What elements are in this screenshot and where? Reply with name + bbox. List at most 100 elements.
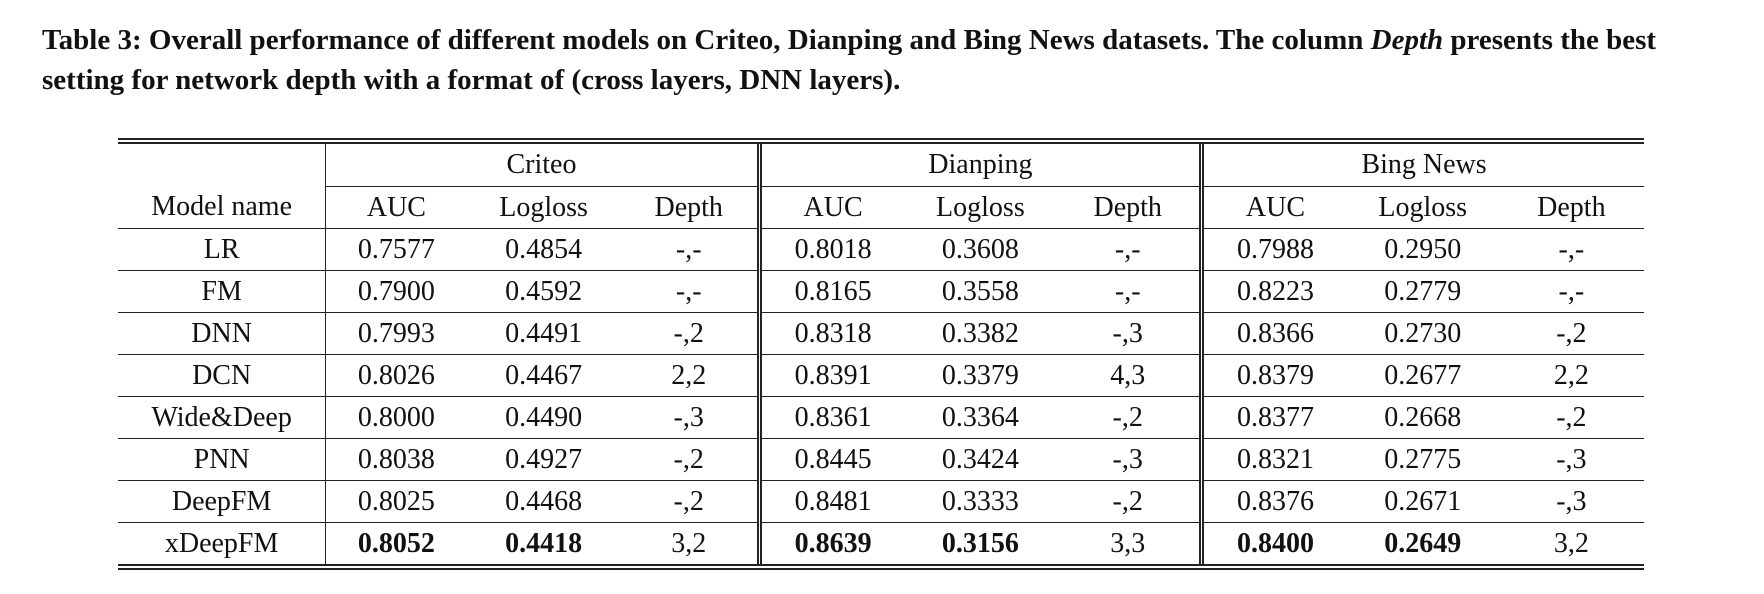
bing-logloss-cell: 0.2671 <box>1384 485 1462 517</box>
criteo-depth-cell: -,3 <box>673 401 704 433</box>
bing-auc-cell: 0.7988 <box>1199 228 1347 271</box>
bing-logloss-cell: 0.2668 <box>1384 401 1462 433</box>
group-header-criteo: Criteo <box>325 141 760 187</box>
bing-depth-cell: -,- <box>1558 233 1585 265</box>
criteo-auc-cell: 0.8052 <box>325 522 467 567</box>
bing-depth-header: Depth <box>1537 191 1606 223</box>
criteo-auc-cell: 0.8025 <box>325 480 467 523</box>
table-row: Wide&Deep 0.8000 0.4490 -,3 0.8361 0.3364 -,2 0… <box>118 396 1644 439</box>
group-header-bing-news: Bing News <box>1199 141 1644 187</box>
dianping-logloss-cell: 0.3333 <box>941 485 1019 517</box>
bing-logloss-cell: 0.2775 <box>1384 443 1462 475</box>
dianping-logloss-cell: 0.3382 <box>941 317 1019 349</box>
results-table-container: Criteo Dianping Bing News Model name AUC… <box>118 138 1644 570</box>
dianping-depth-cell: 3,3 <box>1110 527 1146 559</box>
table-row: xDeepFM 0.8052 0.4418 3,2 0.8639 0.3156 3,3 0.8… <box>118 522 1644 567</box>
dianping-depth-cell: -,3 <box>1112 317 1143 349</box>
dianping-depth-cell: -,- <box>1114 233 1141 265</box>
criteo-logloss-cell: 0.4490 <box>505 401 583 433</box>
criteo-logloss-cell: 0.4468 <box>505 485 583 517</box>
bing-depth-cell: -,2 <box>1556 317 1587 349</box>
bing-depth-cell: -,2 <box>1556 401 1587 433</box>
bing-auc-header: AUC <box>1199 186 1347 229</box>
model-name-cell: DNN <box>191 317 252 349</box>
dianping-logloss-cell: 0.3558 <box>941 275 1019 307</box>
dianping-depth-cell: -,2 <box>1112 485 1143 517</box>
criteo-depth-header: Depth <box>654 191 723 223</box>
dianping-auc-cell: 0.8361 <box>756 396 905 439</box>
criteo-auc-cell: 0.8026 <box>325 354 467 397</box>
bing-auc-cell: 0.8376 <box>1199 480 1347 523</box>
bing-auc-cell: 0.8400 <box>1199 522 1347 567</box>
model-name-cell: xDeepFM <box>164 527 279 559</box>
dianping-logloss-header: Logloss <box>936 191 1025 223</box>
bing-depth-cell: -,- <box>1558 275 1585 307</box>
bing-logloss-cell: 0.2950 <box>1384 233 1462 265</box>
criteo-depth-cell: 3,2 <box>671 527 707 559</box>
dianping-depth-cell: -,- <box>1114 275 1141 307</box>
criteo-depth-cell: -,2 <box>673 485 704 517</box>
group-header-row: Criteo Dianping Bing News <box>118 141 1644 187</box>
dianping-auc-cell: 0.8639 <box>756 522 905 567</box>
caption-label: Table 3: Overall performance of differen… <box>42 24 1364 56</box>
model-name-cell: FM <box>201 275 242 307</box>
model-name-cell: PNN <box>193 443 250 475</box>
bing-depth-cell: 2,2 <box>1553 359 1589 391</box>
criteo-logloss-cell: 0.4927 <box>505 443 583 475</box>
criteo-logloss-cell: 0.4592 <box>505 275 583 307</box>
dianping-logloss-cell: 0.3379 <box>941 359 1019 391</box>
criteo-auc-cell: 0.8038 <box>325 438 467 481</box>
dianping-auc-cell: 0.8018 <box>756 228 905 271</box>
criteo-auc-cell: 0.7900 <box>325 270 467 313</box>
dianping-depth-header: Depth <box>1093 191 1162 223</box>
criteo-depth-cell: -,2 <box>673 317 704 349</box>
corner-cell <box>118 141 326 187</box>
dianping-depth-cell: 4,3 <box>1110 359 1146 391</box>
table-row: LR 0.7577 0.4854 -,- 0.8018 0.3608 -,- 0.7988 0.… <box>118 228 1644 271</box>
dianping-auc-cell: 0.8445 <box>756 438 905 481</box>
criteo-logloss-cell: 0.4467 <box>505 359 583 391</box>
model-name-header: Model name <box>151 191 293 223</box>
bing-auc-cell: 0.8377 <box>1199 396 1347 439</box>
model-name-cell: DeepFM <box>171 485 272 517</box>
criteo-logloss-cell: 0.4491 <box>505 317 583 349</box>
dianping-auc-cell: 0.8481 <box>756 480 905 523</box>
criteo-logloss-cell: 0.4854 <box>505 233 583 265</box>
bing-logloss-cell: 0.2649 <box>1384 527 1462 559</box>
dianping-logloss-cell: 0.3424 <box>941 443 1019 475</box>
model-name-cell: DCN <box>192 359 252 391</box>
model-name-cell: LR <box>203 233 240 265</box>
bing-auc-cell: 0.8366 <box>1199 312 1347 355</box>
dianping-depth-cell: -,2 <box>1112 401 1143 433</box>
caption-rest: presents the best setting for network de… <box>42 24 1657 96</box>
criteo-logloss-header: Logloss <box>499 191 588 223</box>
bing-logloss-header: Logloss <box>1378 191 1468 223</box>
criteo-auc-cell: 0.7577 <box>325 228 467 271</box>
criteo-depth-cell: -,- <box>675 233 702 265</box>
dianping-auc-cell: 0.8165 <box>756 270 905 313</box>
bing-auc-cell: 0.8379 <box>1199 354 1347 397</box>
table-row: DeepFM 0.8025 0.4468 -,2 0.8481 0.3333 -,2 0.83… <box>118 480 1644 523</box>
caption-emphasis: Depth <box>1370 24 1444 56</box>
bing-logloss-cell: 0.2779 <box>1384 275 1462 307</box>
dianping-auc-cell: 0.8391 <box>756 354 905 397</box>
bing-depth-cell: 3,2 <box>1553 527 1589 559</box>
results-table: Criteo Dianping Bing News Model name AUC… <box>118 138 1644 570</box>
table-row: DNN 0.7993 0.4491 -,2 0.8318 0.3382 -,3 0.8366 0… <box>118 312 1644 355</box>
criteo-depth-cell: -,2 <box>673 443 704 475</box>
bing-depth-cell: -,3 <box>1556 443 1587 475</box>
criteo-auc-cell: 0.7993 <box>325 312 467 355</box>
criteo-depth-cell: -,- <box>675 275 702 307</box>
table-caption: Table 3: Overall performance of differen… <box>42 20 1742 100</box>
table-row: FM 0.7900 0.4592 -,- 0.8165 0.3558 -,- 0.8223 0.… <box>118 270 1644 313</box>
dianping-auc-cell: 0.8318 <box>756 312 905 355</box>
dianping-logloss-cell: 0.3608 <box>941 233 1019 265</box>
dianping-auc-header: AUC <box>756 186 905 229</box>
criteo-logloss-cell: 0.4418 <box>505 527 583 559</box>
group-header-dianping: Dianping <box>756 141 1202 187</box>
criteo-depth-cell: 2,2 <box>671 359 707 391</box>
bing-logloss-cell: 0.2677 <box>1384 359 1462 391</box>
bing-depth-cell: -,3 <box>1556 485 1587 517</box>
table-row: DCN 0.8026 0.4467 2,2 0.8391 0.3379 4,3 0.8379 0… <box>118 354 1644 397</box>
model-name-cell: Wide&Deep <box>151 401 292 433</box>
